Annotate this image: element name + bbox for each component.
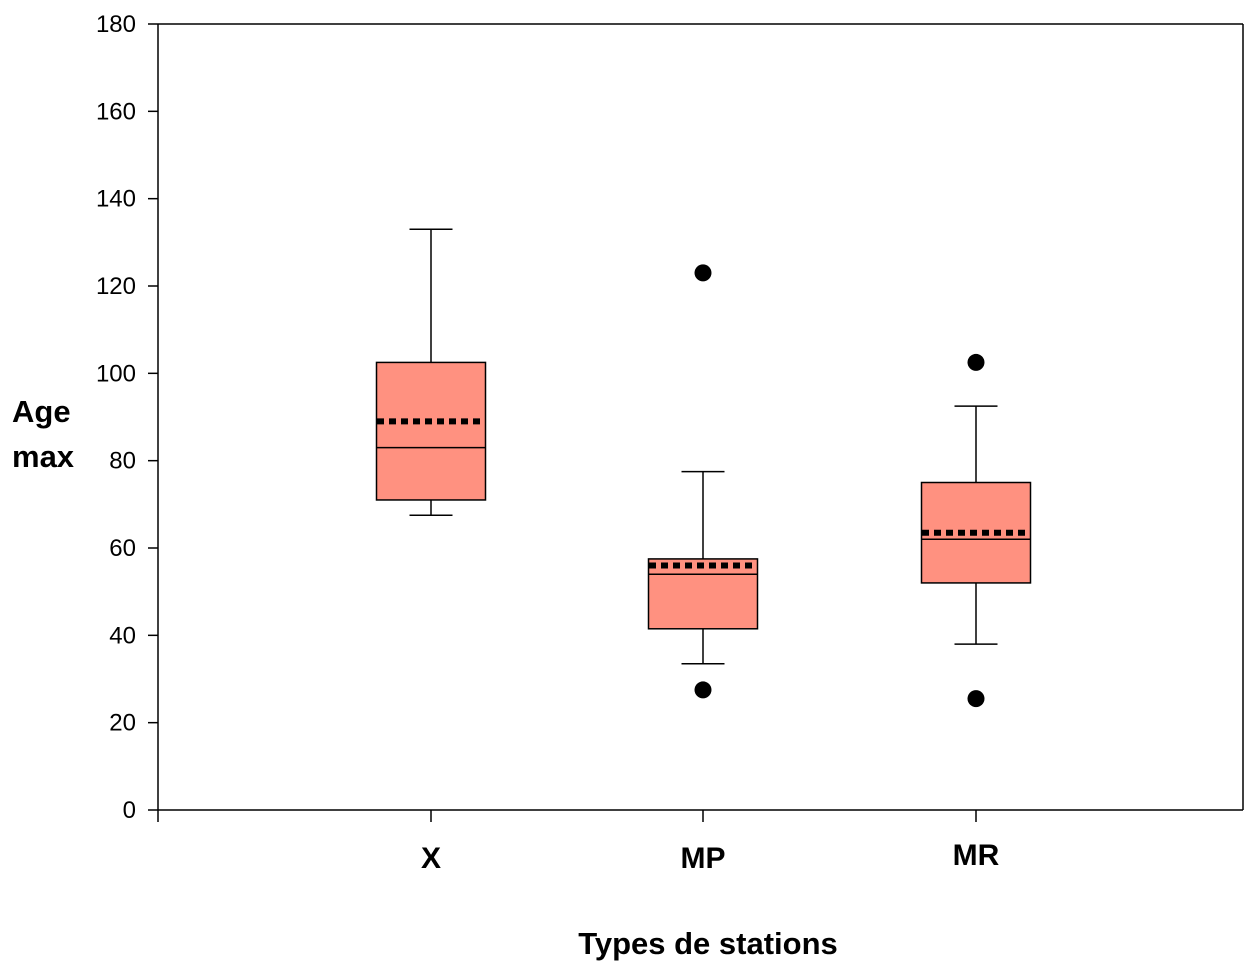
outlier-point [694,264,712,282]
y-tick-label: 0 [123,797,136,824]
y-tick-label: 140 [96,186,136,213]
y-tick-label: 160 [96,98,136,125]
box-mr [920,353,1032,708]
x-category-label: X [421,842,441,875]
y-axis-title-line-2: max [12,439,75,474]
outlier-point [694,681,712,699]
y-tick-label: 20 [109,710,136,737]
y-tick-label: 80 [109,448,136,475]
x-axis: X MP MR [157,809,1243,875]
y-tick-label: 40 [109,622,136,649]
y-axis: 0 20 40 60 80 100 120 140 160 180 [96,11,159,824]
y-tick-label: 120 [96,273,136,300]
y-tick-label: 100 [96,360,136,387]
interquartile-box [647,558,759,630]
outlier-point [967,690,985,708]
box-x [375,228,487,516]
interquartile-box [375,361,487,501]
outlier-point [967,353,985,371]
box-mp [647,264,759,699]
plot-frame [158,23,1244,810]
x-category-label: MP [681,842,726,875]
x-category-label: MR [953,839,1000,872]
y-axis-title-line-1: Age [12,394,71,429]
y-tick-label: 180 [96,11,136,38]
x-axis-title: Types de stations [578,926,838,961]
y-tick-label: 60 [109,535,136,562]
boxes-layer [375,228,1032,708]
